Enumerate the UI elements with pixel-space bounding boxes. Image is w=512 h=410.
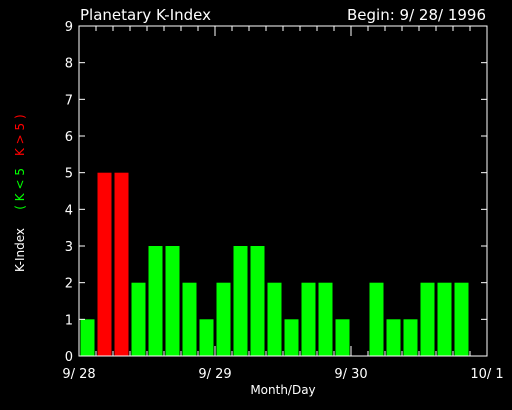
chart-title: Planetary K-Index — [80, 6, 211, 24]
y-ticks-group: 0 1 2 3 4 5 6 7 8 9 — [65, 20, 487, 365]
bar — [454, 282, 469, 356]
bar — [233, 246, 248, 356]
legend-high: K > 5 ) — [13, 114, 27, 156]
bar — [182, 282, 197, 356]
bar — [420, 282, 435, 356]
y-tick-label: 0 — [65, 350, 73, 365]
bar — [165, 246, 180, 356]
x-tick-label: 9/ 30 — [334, 367, 367, 382]
y-tick-label: 5 — [65, 167, 73, 182]
y-tick-label: 2 — [65, 277, 73, 292]
y-tick-label: 1 — [65, 313, 73, 328]
x-tick-label: 10/ 1 — [470, 367, 503, 382]
y-axis-label: K-Index — [13, 228, 27, 272]
bar — [369, 282, 384, 356]
bar — [386, 319, 401, 356]
x-tick-label: 9/ 29 — [198, 367, 231, 382]
x-ticks-group: 9/ 28 9/ 29 9/ 30 10/ 1 — [62, 26, 504, 382]
y-tick-label: 9 — [65, 20, 73, 35]
bar — [318, 282, 333, 356]
y-tick-label: 4 — [65, 203, 73, 218]
bar — [267, 282, 282, 356]
y-axis-label-group: K-Index — [13, 228, 27, 272]
bar — [114, 172, 129, 356]
legend-low: ( K < 5 — [13, 168, 27, 210]
y-tick-label: 3 — [65, 240, 73, 255]
x-tick-label: 9/ 28 — [62, 367, 95, 382]
bar — [80, 319, 95, 356]
bar — [335, 319, 350, 356]
chart-subtitle: Begin: 9/ 28/ 1996 — [347, 6, 486, 24]
bar — [284, 319, 299, 356]
bar — [437, 282, 452, 356]
bar — [301, 282, 316, 356]
y-tick-label: 7 — [65, 93, 73, 108]
bar — [250, 246, 265, 356]
y-tick-label: 6 — [65, 130, 73, 145]
y-tick-label: 8 — [65, 57, 73, 72]
bar — [148, 246, 163, 356]
bar — [403, 319, 418, 356]
x-axis-label: Month/Day — [250, 383, 315, 397]
bars-group — [80, 172, 469, 356]
legend-group: ( K < 5 K > 5 ) — [13, 114, 27, 209]
bar — [131, 282, 146, 356]
bar — [199, 319, 214, 356]
bar — [216, 282, 231, 356]
bar — [97, 172, 112, 356]
